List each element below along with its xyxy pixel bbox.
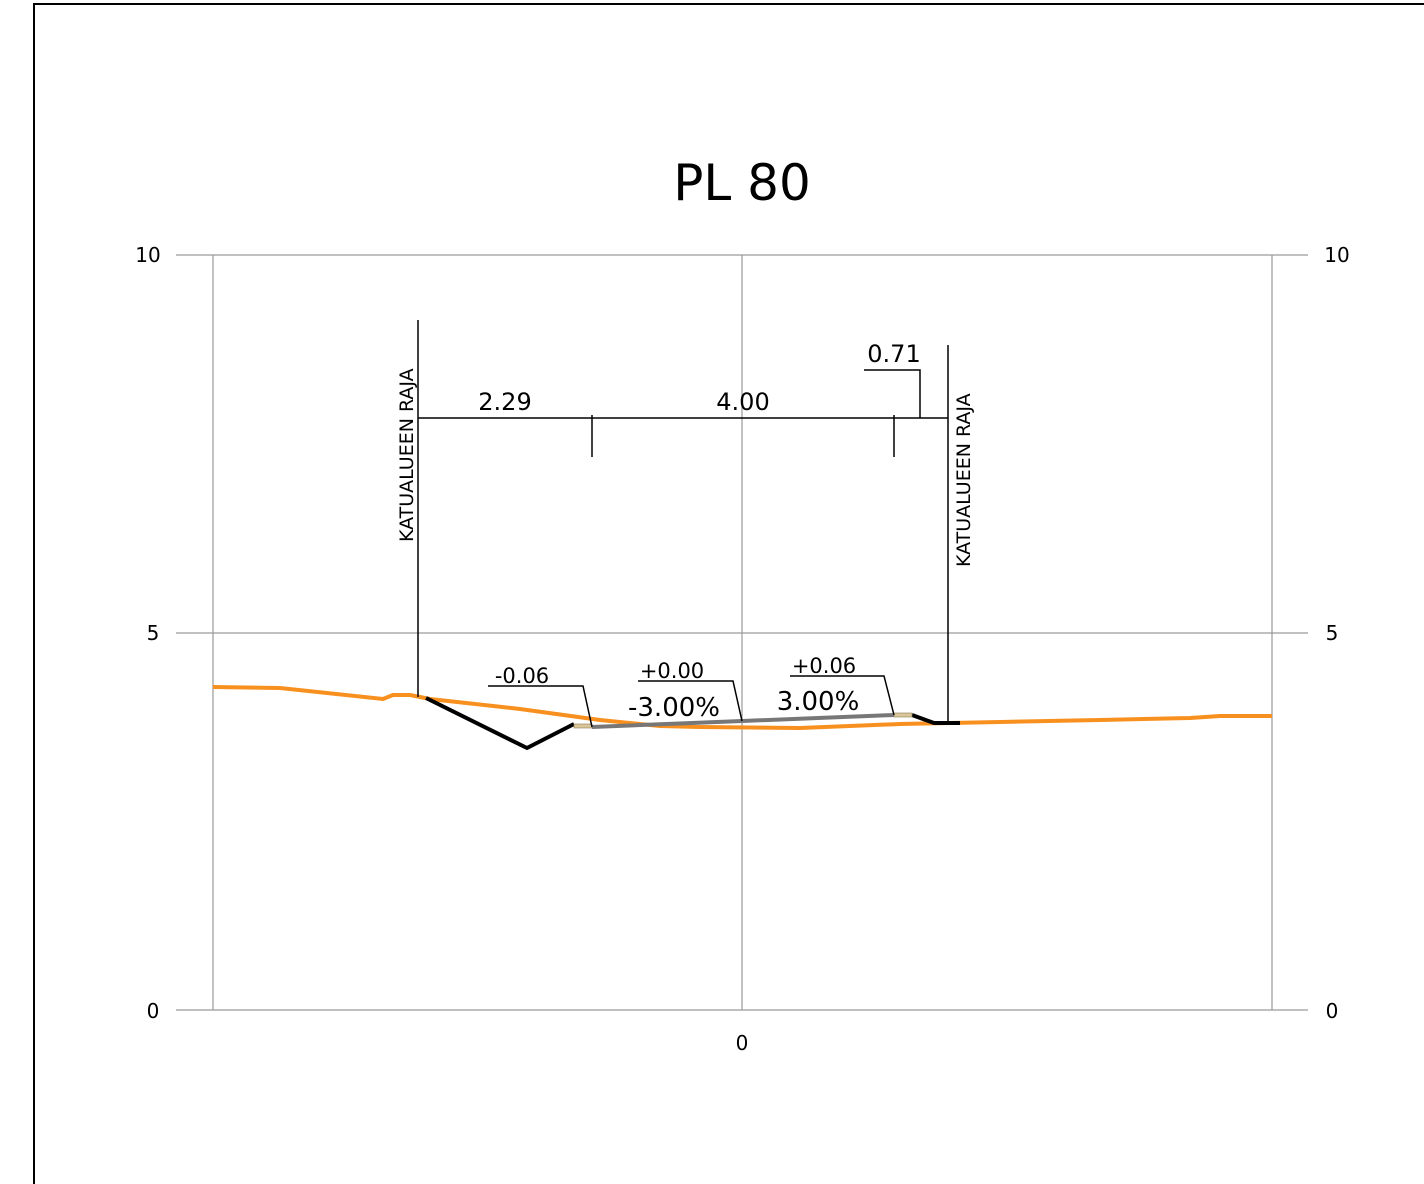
y-tick-left-5: 5 xyxy=(147,621,160,645)
pavement-edge-right xyxy=(893,712,913,718)
boundary-label-right: KATUALUEEN RAJA xyxy=(953,393,975,567)
pavement-edge-left xyxy=(573,723,593,729)
elevation-label-center: +0.00 xyxy=(640,659,704,683)
x-tick-center: 0 xyxy=(736,1031,749,1055)
grid xyxy=(176,254,1308,1011)
ditch-profile xyxy=(425,696,575,750)
dimension-label-071: 0.71 xyxy=(867,340,920,368)
dimension-leader-071 xyxy=(864,369,921,418)
y-tick-right-0: 0 xyxy=(1326,999,1339,1023)
slope-label-left: -3.00% xyxy=(628,693,720,723)
y-tick-left-0: 0 xyxy=(147,999,160,1023)
sheet-border xyxy=(33,3,1424,1184)
y-tick-left-10: 10 xyxy=(135,243,160,267)
elevation-leader-center xyxy=(638,680,743,722)
y-tick-right-10: 10 xyxy=(1324,243,1349,267)
section-title: PL 80 xyxy=(673,154,811,212)
y-tick-right-5: 5 xyxy=(1326,621,1339,645)
boundary-label-left: KATUALUEEN RAJA xyxy=(396,368,418,542)
elevation-leader-right xyxy=(790,675,895,716)
elevation-leader-left xyxy=(488,685,593,728)
dimension-label-400: 4.00 xyxy=(716,388,769,416)
elevation-label-left: -0.06 xyxy=(495,664,549,688)
dimension-label-229: 2.29 xyxy=(478,388,531,416)
slope-label-right: 3.00% xyxy=(777,687,860,717)
elevation-label-right: +0.06 xyxy=(792,654,856,678)
dimension-line xyxy=(418,369,948,457)
curb-right xyxy=(911,713,960,725)
